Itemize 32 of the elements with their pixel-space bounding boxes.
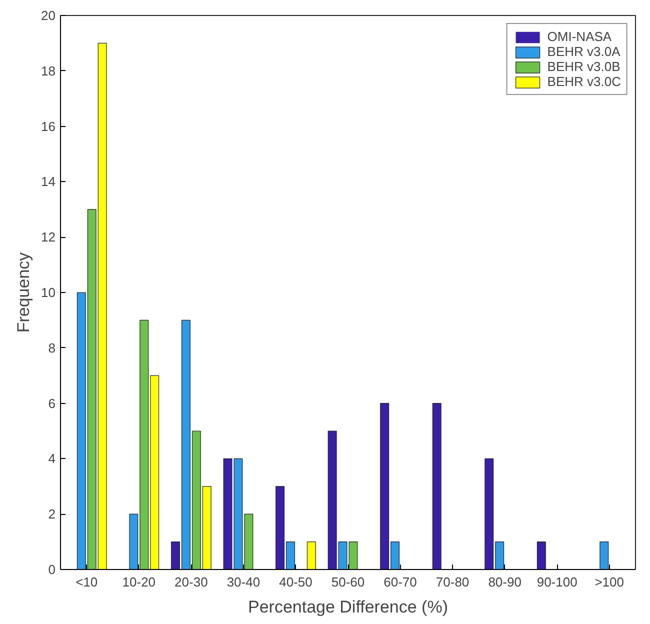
legend-label: BEHR v3.0A — [547, 44, 620, 59]
bar — [306, 542, 316, 570]
bar — [432, 403, 442, 570]
x-tick-label: <10 — [76, 574, 98, 590]
x-tick-label: 40-50 — [279, 574, 312, 590]
y-tick-label: 6 — [48, 396, 56, 411]
x-tick-label: >100 — [594, 574, 624, 590]
bar — [536, 542, 546, 570]
y-tick-label: 20 — [41, 8, 56, 23]
y-tick-label: 18 — [41, 63, 56, 78]
legend-label: BEHR v3.0B — [547, 59, 620, 74]
y-tick-label: 0 — [48, 562, 56, 577]
x-axis-title: Percentage Difference (%) — [248, 598, 448, 616]
y-tick-label: 12 — [41, 230, 56, 245]
y-tick-label: 14 — [41, 174, 56, 190]
y-tick-label: 2 — [48, 506, 56, 522]
x-tick-label: 70-80 — [436, 574, 470, 590]
y-tick-label: 10 — [41, 285, 56, 300]
x-tick-label: 50-60 — [331, 574, 365, 590]
x-tick-label: 20-30 — [174, 574, 208, 590]
legend-label: OMI-NASA — [547, 29, 612, 44]
x-tick-label: 30-40 — [226, 574, 260, 590]
y-tick-label: 4 — [48, 451, 56, 466]
x-tick-label: 60-70 — [384, 574, 417, 590]
y-tick-label: 16 — [41, 118, 56, 134]
legend-label: BEHR v3.0C — [547, 74, 621, 89]
y-tick-label: 8 — [48, 340, 56, 356]
y-axis-title: Frequency — [14, 252, 34, 333]
x-tick-label: 90-100 — [536, 574, 578, 590]
bar — [600, 542, 609, 570]
x-tick-label: 80-90 — [488, 574, 522, 590]
x-tick-label: 10-20 — [122, 574, 156, 590]
